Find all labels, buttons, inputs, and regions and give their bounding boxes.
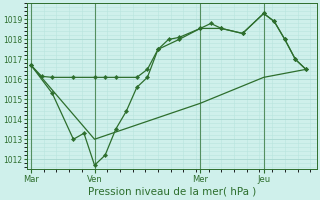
X-axis label: Pression niveau de la mer( hPa ): Pression niveau de la mer( hPa ): [88, 187, 256, 197]
